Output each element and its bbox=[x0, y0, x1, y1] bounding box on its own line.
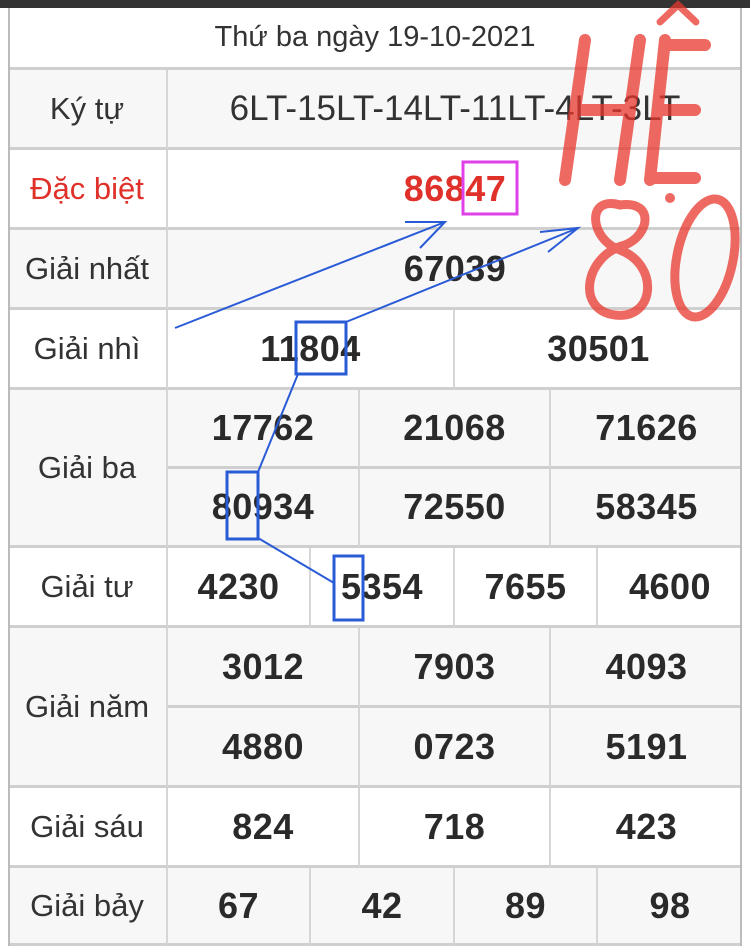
giai-nam-value: 3012 bbox=[168, 628, 360, 708]
highlight-box bbox=[225, 470, 260, 541]
giai-ba-label: Giải ba bbox=[8, 390, 168, 548]
giai-tu-label: Giải tư bbox=[8, 548, 168, 628]
giai-sau-value: 423 bbox=[551, 788, 742, 868]
dac-biet-prefix: 868 bbox=[403, 167, 466, 209]
giai-ba-value: 80934 bbox=[168, 469, 360, 548]
arrow-head bbox=[539, 226, 582, 253]
giai-nam-value: 4880 bbox=[168, 708, 360, 788]
giai-ba-value: 17762 bbox=[168, 390, 360, 469]
giai-bay-value: 42 bbox=[311, 868, 455, 946]
giai-sau-value: 824 bbox=[168, 788, 360, 868]
giai-bay-value: 89 bbox=[455, 868, 598, 946]
giai-bay-value: 98 bbox=[598, 868, 742, 946]
connector-line bbox=[257, 537, 335, 584]
giai-nhi-value: 30501 bbox=[455, 310, 742, 390]
arrow-line bbox=[174, 221, 446, 329]
ky-tu-value: 6LT-15LT-14LT-11LT-4LT-3LT bbox=[168, 70, 742, 150]
giai-ba-value: 21068 bbox=[360, 390, 551, 469]
giai-ba-value: 58345 bbox=[551, 469, 742, 548]
giai-tu-value: 5354 bbox=[311, 548, 455, 628]
giai-bay-label: Giải bảy bbox=[8, 868, 168, 946]
giai-nam-value: 7903 bbox=[360, 628, 551, 708]
giai-nhat-label: Giải nhất bbox=[8, 230, 168, 310]
dac-biet-value: 868 47 bbox=[168, 150, 742, 230]
arrow-line bbox=[345, 227, 579, 323]
date-header: Thứ ba ngày 19-10-2021 bbox=[8, 8, 742, 70]
giai-nam-value: 5191 bbox=[551, 708, 742, 788]
giai-nam-value: 0723 bbox=[360, 708, 551, 788]
giai-ba-value: 72550 bbox=[360, 469, 551, 548]
giai-tu-value: 4600 bbox=[598, 548, 742, 628]
giai-nam-value: 4093 bbox=[551, 628, 742, 708]
highlight-box-special bbox=[461, 160, 519, 216]
highlight-box bbox=[294, 320, 348, 376]
watermark-he-80 bbox=[559, 0, 740, 322]
giai-ba-value: 71626 bbox=[551, 390, 742, 469]
top-bar bbox=[0, 0, 750, 8]
giai-nhi-label: Giải nhì bbox=[8, 310, 168, 390]
dac-biet-label: Đặc biệt bbox=[8, 150, 168, 230]
arrow-head bbox=[405, 221, 448, 249]
highlight-box bbox=[332, 554, 365, 622]
giai-nhi-value: 11804 bbox=[168, 310, 455, 390]
giai-tu-value: 7655 bbox=[455, 548, 598, 628]
ky-tu-label: Ký tự bbox=[8, 70, 168, 150]
connector-line bbox=[257, 373, 299, 473]
giai-sau-label: Giải sáu bbox=[8, 788, 168, 868]
giai-bay-value: 67 bbox=[168, 868, 311, 946]
giai-sau-value: 718 bbox=[360, 788, 551, 868]
dac-biet-highlight: 47 bbox=[465, 167, 507, 209]
giai-nam-label: Giải năm bbox=[8, 628, 168, 788]
giai-tu-value: 4230 bbox=[168, 548, 311, 628]
